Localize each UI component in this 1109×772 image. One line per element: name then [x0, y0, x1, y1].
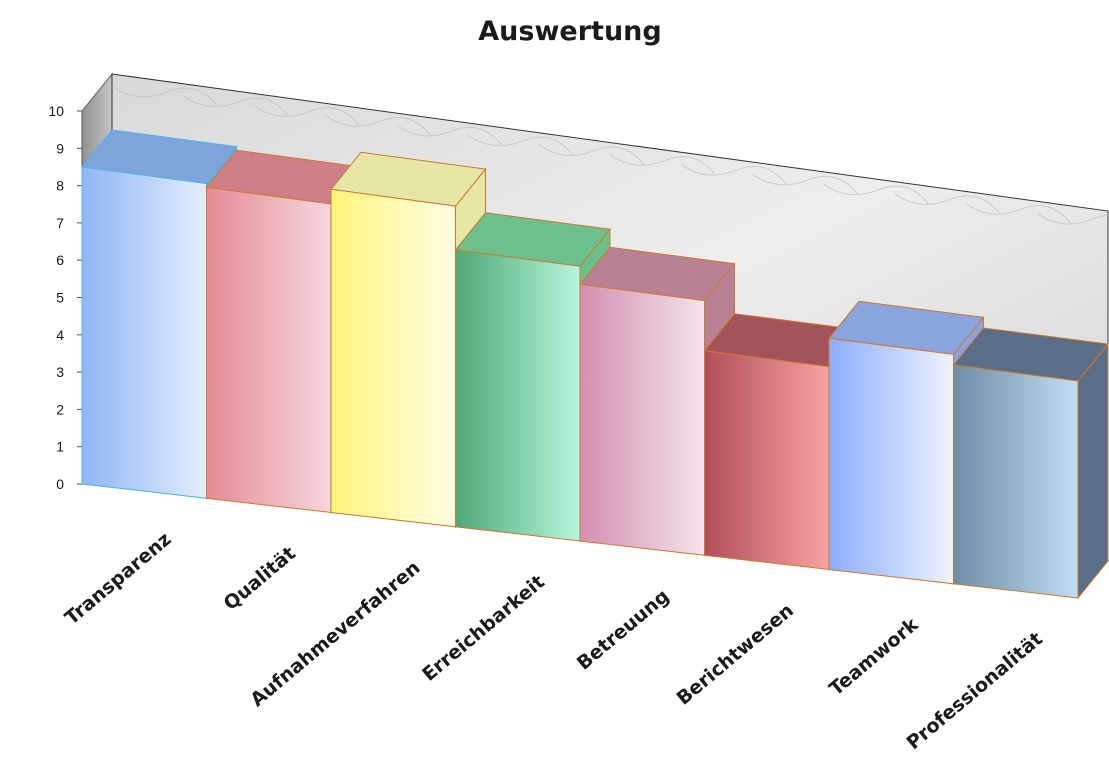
- x-tick-label: Erreichbarkeit: [418, 571, 549, 686]
- marble-vein: [396, 124, 502, 146]
- marble-vein: [1036, 212, 1109, 225]
- y-tick-label: 9: [56, 140, 64, 156]
- bar-front: [81, 166, 207, 499]
- marble-vein: [680, 163, 787, 185]
- y-tick-label: 7: [56, 215, 64, 231]
- bar-front: [828, 337, 954, 585]
- y-tick-label: 6: [56, 252, 64, 268]
- x-tick-label: Berichtwesen: [673, 599, 798, 709]
- chart-title: Auswertung: [478, 16, 661, 47]
- y-tick-label: 1: [56, 439, 64, 455]
- bar-front: [953, 364, 1079, 599]
- marble-vein: [823, 183, 929, 205]
- marble-vein: [965, 202, 1072, 224]
- x-tick-label: Professionalität: [903, 628, 1047, 754]
- y-tick-label: 4: [56, 327, 64, 343]
- bar-front: [206, 186, 332, 514]
- y-tick-label: 3: [56, 364, 64, 380]
- x-tick-label: Betreuung: [573, 585, 674, 674]
- marble-vein: [182, 95, 289, 117]
- y-tick-label: 8: [56, 178, 64, 194]
- marble-vein: [325, 114, 431, 136]
- bar-front: [455, 249, 581, 542]
- marble-vein: [538, 144, 645, 166]
- y-tick-label: 0: [56, 476, 64, 492]
- x-tick-label: Teamwork: [825, 613, 923, 700]
- y-axis: 0 1 2 3 4 5 6 7 8 9 10: [48, 103, 83, 492]
- marble-vein: [894, 193, 1000, 214]
- x-tick-label: Qualität: [220, 542, 300, 614]
- marble-vein: [111, 85, 218, 107]
- bar-side: [1077, 342, 1109, 600]
- bar-front: [330, 188, 456, 528]
- bar-front: [704, 350, 830, 571]
- x-tick-label: Transparenz: [61, 528, 176, 629]
- bars: [81, 129, 1109, 600]
- y-tick-label: 10: [48, 103, 64, 119]
- bar-8: [952, 327, 1109, 600]
- marble-vein: [752, 173, 858, 195]
- bar-front: [579, 283, 705, 556]
- y-tick-label: 2: [56, 401, 64, 417]
- marble-vein: [609, 154, 716, 175]
- marble-vein: [254, 105, 360, 126]
- y-tick-label: 5: [56, 290, 64, 306]
- marble-vein: [467, 134, 574, 156]
